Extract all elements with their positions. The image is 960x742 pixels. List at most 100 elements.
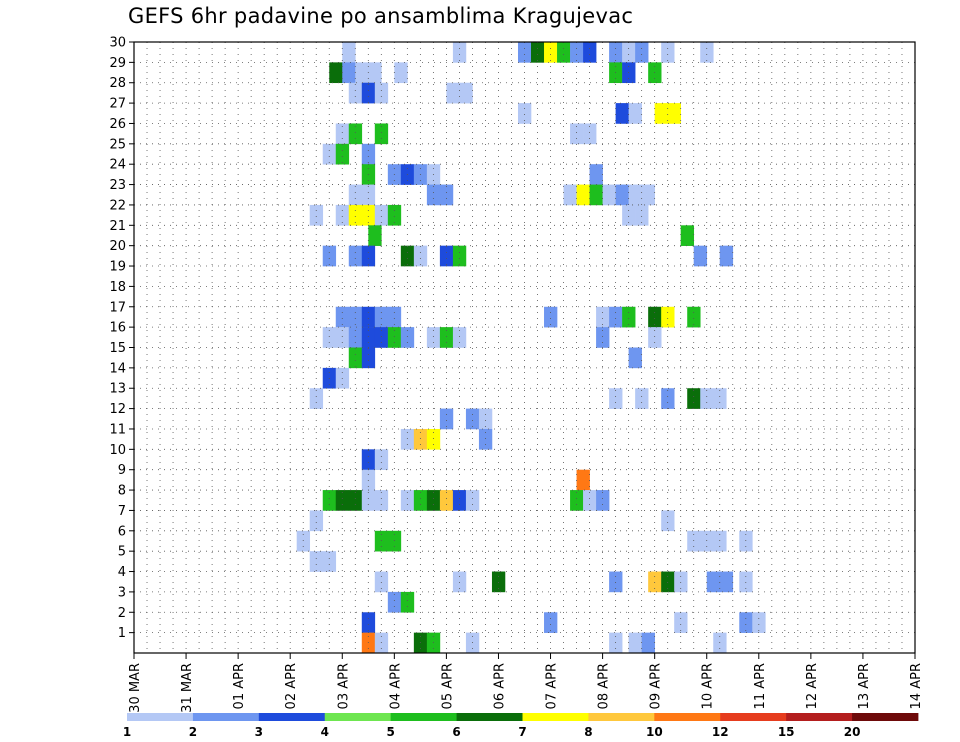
heatmap-cell [361,612,376,633]
y-tick-label: 12 [109,402,126,417]
heatmap-cell [628,632,642,654]
heatmap-cell [413,245,428,267]
heatmap-cell [309,551,324,572]
colorbar-label: 2 [189,725,197,739]
heatmap-cell [478,408,493,430]
heatmap-cell [693,245,708,267]
heatmap-cell [583,42,597,63]
x-tick-label: 07 APR [545,663,560,709]
heatmap-cell [739,571,753,593]
heatmap-cell [661,306,675,328]
heatmap-cell [544,306,558,328]
chart-title: GEFS 6hr padavine po ansamblima Kragujev… [128,4,634,28]
heatmap-cell [465,490,480,511]
heatmap-cell [374,123,389,145]
x-tick-label: 02 APR [284,663,299,709]
y-tick-label: 17 [109,300,126,315]
y-tick-label: 14 [109,361,126,376]
heatmap-cell [348,245,363,267]
x-tick-label: 06 APR [492,663,507,709]
y-tick-label: 21 [109,219,126,234]
heatmap-cell [615,184,629,206]
heatmap-cell [687,306,701,328]
colorbar-label: 20 [844,725,861,739]
x-tick-label: 04 APR [388,663,403,709]
heatmap-cell [426,184,441,206]
y-tick-label: 23 [109,178,126,193]
x-tick-label: 03 APR [336,663,351,709]
heatmap-cell [374,204,389,226]
heatmap-cell [648,327,662,348]
y-tick-label: 2 [118,606,126,621]
heatmap-cell [355,62,369,84]
heatmap-cell [374,327,389,348]
heatmap-cell [361,347,376,369]
heatmap-cell [335,204,350,226]
colorbar-label: 10 [646,725,663,739]
y-tick-label: 15 [109,341,126,356]
heatmap-cell [583,123,597,145]
y-tick-label: 30 [109,36,126,51]
heatmap-cell [335,490,350,511]
heatmap-cell [752,612,766,633]
colorbar-swatch [786,713,853,721]
heatmap-cell [400,327,415,348]
colorbar-swatch [127,713,194,721]
colorbar-swatch [192,713,260,721]
heatmap-cell [368,62,382,84]
heatmap-cell [452,245,467,267]
heatmap-cell [700,388,714,409]
heatmap-cell [674,612,688,633]
heatmap-cell [661,510,675,532]
x-tick-label: 08 APR [597,663,612,709]
heatmap-cell [661,388,675,409]
heatmap-cell [322,245,337,267]
heatmap-cell [628,103,642,124]
heatmap-cell [517,103,532,124]
heatmap-cell [335,327,350,348]
heatmap-cell [609,571,623,593]
colorbar-swatch [522,713,589,721]
heatmap-cell [342,42,356,63]
heatmap-cell [387,327,402,348]
y-tick-label: 4 [118,565,126,580]
heatmap-cell [648,571,662,593]
heatmap-cell [374,530,389,552]
heatmap-cell [439,245,454,267]
heatmap-cell [570,490,584,511]
heatmap-cell [739,612,753,633]
heatmap-cell [335,123,350,145]
colorbar-label: 5 [386,725,394,739]
y-tick-label: 10 [109,443,126,458]
y-tick-label: 22 [109,198,126,213]
heatmap-cell [400,428,415,450]
heatmap-cell [589,184,603,206]
heatmap-cell [609,306,623,328]
heatmap-cell [557,42,571,63]
y-tick-label: 25 [109,137,126,152]
colorbar-swatch [720,713,787,721]
heatmap-cell [576,184,590,206]
heatmap-cell [348,327,363,348]
heatmap-cell [570,123,584,145]
heatmap-cell [348,490,363,511]
y-tick-label: 9 [118,463,126,478]
heatmap-cell [609,42,623,63]
colorbar-swatch [588,713,655,721]
heatmap-cell [413,428,428,450]
heatmap-cell [368,225,382,246]
heatmap-cell [309,388,324,409]
y-tick-label: 16 [109,321,126,336]
heatmap-cell [374,82,389,104]
heatmap-cell [335,306,350,328]
heatmap-cell [452,42,467,63]
x-tick-label: 14 APR [909,663,924,709]
heatmap-cell [374,490,389,511]
heatmap-cell [531,42,545,63]
heatmap-cell [387,306,402,328]
heatmap-cell [570,42,584,63]
colorbar-label: 8 [584,725,592,739]
heatmap-cell [394,62,408,84]
heatmap-cell [348,123,363,145]
